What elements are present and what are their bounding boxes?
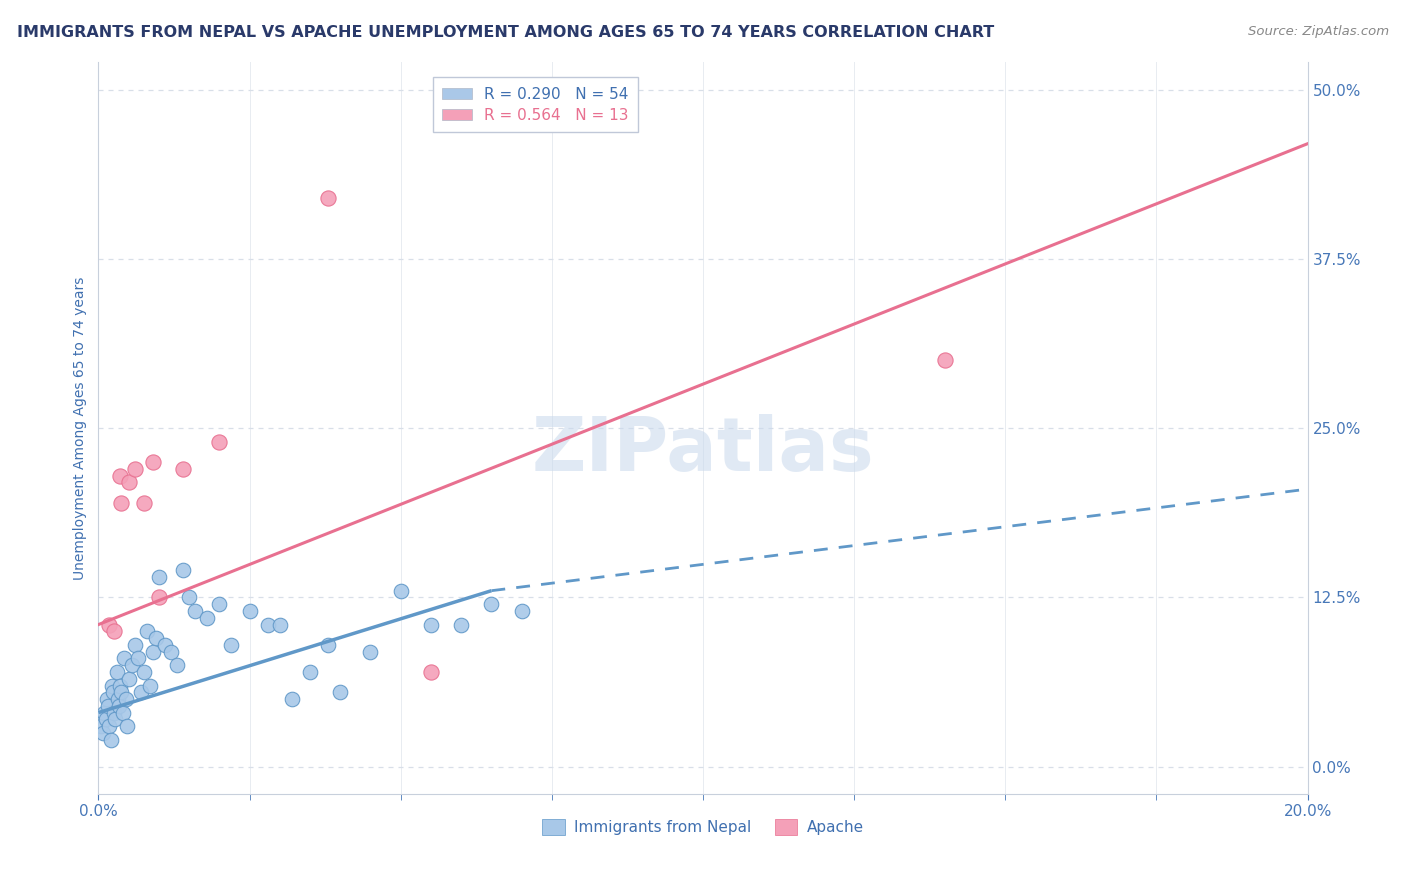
Point — [389, 583, 412, 598]
Point — [112, 651, 135, 665]
Point — [103, 706, 125, 720]
Point — [114, 692, 136, 706]
Point — [329, 685, 352, 699]
Point — [360, 645, 382, 659]
Point — [117, 719, 139, 733]
Point — [98, 617, 121, 632]
Point — [132, 665, 155, 679]
Point — [420, 617, 443, 632]
Point — [111, 706, 134, 720]
Point — [166, 658, 188, 673]
Point — [316, 191, 339, 205]
Point — [108, 679, 131, 693]
Point — [132, 496, 155, 510]
Point — [90, 719, 112, 733]
Point — [103, 624, 125, 639]
Point — [145, 631, 167, 645]
Point — [104, 712, 127, 726]
Point — [481, 597, 503, 611]
Point — [105, 665, 128, 679]
Point — [510, 604, 533, 618]
Point — [299, 665, 322, 679]
Point — [269, 617, 291, 632]
Point — [160, 645, 183, 659]
Point — [98, 719, 121, 733]
Point — [316, 638, 339, 652]
Point — [100, 732, 122, 747]
Point — [93, 706, 115, 720]
Point — [221, 638, 243, 652]
Y-axis label: Unemployment Among Ages 65 to 74 years: Unemployment Among Ages 65 to 74 years — [73, 277, 87, 580]
Text: IMMIGRANTS FROM NEPAL VS APACHE UNEMPLOYMENT AMONG AGES 65 TO 74 YEARS CORRELATI: IMMIGRANTS FROM NEPAL VS APACHE UNEMPLOY… — [17, 25, 994, 40]
Point — [108, 698, 131, 713]
Point — [100, 679, 122, 693]
Point — [135, 624, 157, 639]
Point — [420, 665, 443, 679]
Point — [179, 591, 201, 605]
Point — [121, 658, 143, 673]
Point — [91, 726, 114, 740]
Point — [107, 692, 129, 706]
Point — [101, 685, 124, 699]
Point — [127, 651, 149, 665]
Point — [142, 645, 165, 659]
Point — [934, 353, 956, 368]
Text: ZIPatlas: ZIPatlas — [531, 414, 875, 487]
Point — [450, 617, 472, 632]
Point — [96, 692, 118, 706]
Point — [124, 462, 146, 476]
Point — [195, 611, 218, 625]
Point — [172, 563, 194, 577]
Point — [281, 692, 304, 706]
Point — [108, 468, 131, 483]
Point — [153, 638, 176, 652]
Point — [208, 597, 231, 611]
Point — [139, 679, 162, 693]
Point — [97, 698, 120, 713]
Point — [118, 672, 141, 686]
Point — [172, 462, 194, 476]
Point — [110, 685, 132, 699]
Point — [256, 617, 278, 632]
Legend: Immigrants from Nepal, Apache: Immigrants from Nepal, Apache — [536, 813, 870, 841]
Point — [118, 475, 141, 490]
Point — [184, 604, 207, 618]
Point — [148, 570, 170, 584]
Point — [208, 434, 231, 449]
Point — [142, 455, 165, 469]
Point — [148, 591, 170, 605]
Point — [124, 638, 146, 652]
Point — [239, 604, 262, 618]
Point — [129, 685, 152, 699]
Text: Source: ZipAtlas.com: Source: ZipAtlas.com — [1249, 25, 1389, 38]
Point — [94, 712, 117, 726]
Point — [110, 496, 132, 510]
